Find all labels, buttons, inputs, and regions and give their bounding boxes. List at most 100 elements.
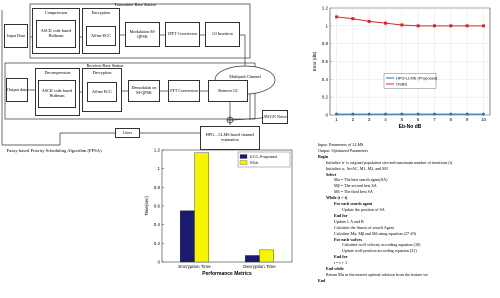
x-axis-label: Eb-No dB: [399, 124, 422, 130]
rx-node: Affine ECC: [87, 82, 117, 102]
legend-label: ECC-Proposed: [250, 154, 277, 159]
label: Decryption: [92, 70, 112, 75]
x-tick-label: 3: [368, 117, 371, 122]
point: [432, 24, 436, 28]
y-tick-label: 0: [325, 113, 328, 118]
x-tick-label: 2: [352, 117, 355, 122]
point: [465, 112, 469, 116]
point: [400, 112, 404, 116]
algorithm-line: Begin: [318, 153, 329, 159]
algorithm-line: End: [318, 277, 326, 283]
y-tick-label: 0.4: [154, 222, 161, 227]
y-tick-label: 1: [157, 166, 160, 171]
series-line: [336, 16, 484, 27]
algorithm-line: Update wolf position according equation …: [342, 248, 417, 254]
scheduler: Fuzzy based Priority Scheduling Algorith…: [6, 148, 102, 153]
rx-node: Output data: [6, 78, 28, 102]
algorithm-line: For each wolves: [334, 236, 362, 242]
algorithm: Input: Parameters of LLMS Output: Optimiz…: [318, 142, 498, 284]
algorithm-line: Return Mα as the nearest optimal solutio…: [326, 271, 428, 277]
diagram-lines: [1, 3, 263, 146]
algorithm-line: End while: [326, 266, 344, 272]
bar: [259, 249, 275, 263]
algorithm-line: t = t + 1: [334, 260, 348, 266]
point: [335, 15, 339, 19]
x-tick-label: 5: [401, 117, 404, 122]
algorithm-line: For each search agent: [334, 201, 373, 207]
x-axis-label: Performance Metrics: [202, 271, 252, 277]
algorithm-line: Update J, A and B: [334, 218, 364, 224]
legend-box: [383, 73, 437, 89]
rx-node: Remove GI: [208, 80, 248, 102]
point: [384, 112, 388, 116]
algorithm-line: Initialize 'n' is original population si…: [326, 159, 453, 165]
algorithm-line: Mα = The best search agent(SA): [334, 177, 388, 183]
tx-title: Transmitter Base Station: [114, 2, 156, 7]
point: [351, 112, 355, 116]
label: Encryption: [91, 10, 111, 15]
point: [351, 17, 355, 21]
point: [367, 112, 371, 116]
label: Decompression: [44, 70, 71, 75]
legend-swatch: [239, 160, 248, 165]
algorithm-line: Mβ = The second best SA: [334, 183, 377, 189]
algorithm-line: While (t < t): [326, 195, 348, 201]
x-tick-label: 10: [481, 117, 487, 122]
point: [449, 112, 453, 116]
rx-title: Receiver Base Station: [86, 63, 124, 68]
y-tick-label: 0.6: [154, 204, 161, 209]
algorithm-line: Output: Optimized Parameters: [318, 147, 369, 153]
tx-node: Modulation M-QPSK: [125, 22, 160, 47]
rx-node: FFT Conversion: [168, 80, 200, 102]
y-tick-label: 0.2: [322, 95, 329, 100]
point: [416, 24, 420, 28]
estimation: HPG – LLMS based channel estimation: [200, 126, 260, 150]
point: [335, 112, 339, 116]
algorithm-line: End for: [334, 254, 348, 260]
tx-node: Affine ECC: [86, 26, 116, 46]
y-tick-label: 0.8: [154, 185, 161, 190]
bar: [194, 152, 210, 263]
point: [416, 112, 420, 116]
x-tick-label: Encryption Time: [178, 264, 211, 269]
point: [481, 112, 485, 116]
x-tick-label: 4: [384, 117, 387, 122]
algorithm-line: Calculate Mα, Mβ and Mδ using equation (…: [334, 230, 416, 236]
x-tick-label: 9: [466, 117, 469, 122]
x-tick-label: 7: [433, 117, 436, 122]
rx-node: Demodulati on M-QPSK: [128, 80, 160, 102]
algorithm-line: Update the position of SA: [342, 206, 385, 212]
point: [367, 19, 371, 23]
legend-swatch: [239, 154, 248, 159]
point: [400, 23, 404, 27]
algorithm-line: End for: [334, 212, 348, 218]
tx-node: IFFT Conversion: [165, 22, 200, 47]
bar: [244, 255, 260, 263]
legend-box: [237, 151, 291, 168]
legend-label: OSBS: [396, 82, 407, 87]
y-tick-label: 0: [157, 260, 160, 265]
rx-node: ASCII code based Huffman: [38, 80, 76, 108]
y-tick-label: 0.6: [322, 59, 329, 64]
algorithm-line: Input: Parameters of LLMS: [318, 142, 364, 147]
algorithm-line: Calculate wolf velocity according equati…: [342, 242, 421, 248]
bar: [179, 210, 195, 263]
tx-node: ASCII code based Huffman: [36, 20, 76, 48]
label: Compression: [44, 10, 68, 15]
y-axis-label: Time(sec): [144, 196, 149, 216]
tx-node: Input Data: [4, 24, 28, 48]
legend-label: HPG-LLMS (Proposed): [396, 76, 438, 81]
y-tick-label: 0.8: [322, 41, 329, 46]
y-tick-label: 0.2: [154, 241, 161, 246]
noise: AWGN Noise: [262, 110, 288, 124]
point: [465, 24, 469, 28]
algorithm-line: Mδ = The third best SA: [334, 189, 373, 195]
point: [449, 24, 453, 28]
y-tick-label: 1: [325, 23, 328, 28]
point: [481, 24, 485, 28]
y-tick-label: 1.2: [322, 6, 329, 11]
x-tick-label: 1: [335, 117, 338, 122]
y-axis-label: Error (dB): [312, 51, 317, 71]
